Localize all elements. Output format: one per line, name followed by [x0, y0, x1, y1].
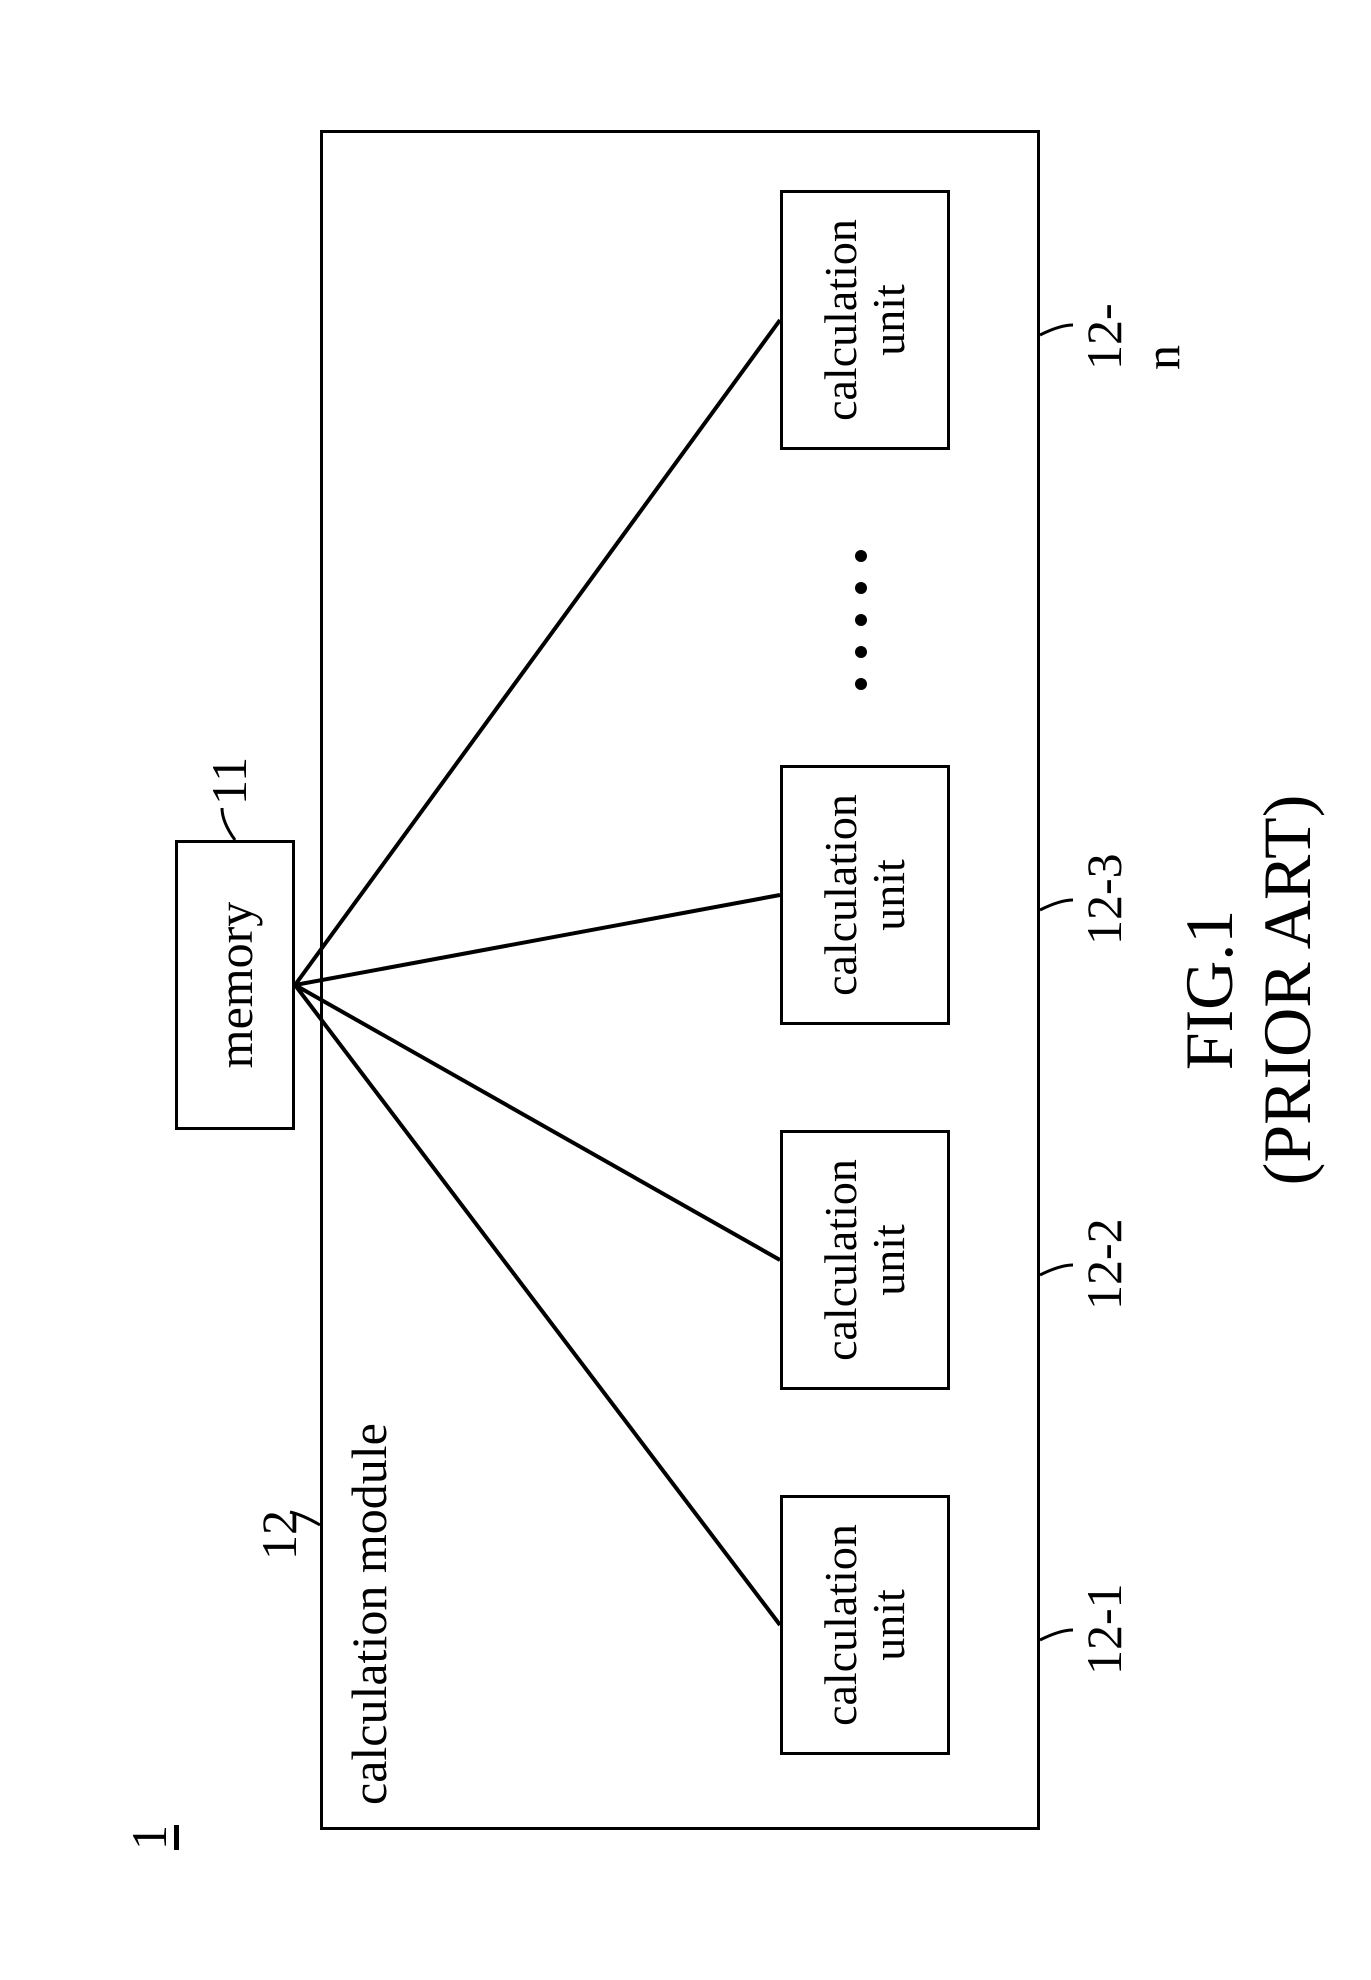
figure-ref-text: 1: [121, 1825, 177, 1850]
caption-line2: (PRIOR ART): [1248, 0, 1326, 1980]
unit-3-box: calculation unit: [780, 765, 950, 1025]
caption-line1: FIG.1: [1170, 0, 1248, 1980]
unit-2-box: calculation unit: [780, 1130, 950, 1390]
leader-12-2: [1040, 1265, 1073, 1275]
unit-3-line2: unit: [865, 859, 913, 931]
unit-3-line1: calculation: [817, 794, 865, 996]
dot: [855, 550, 867, 562]
unit-3-ref: 12-3: [1075, 853, 1133, 945]
leader-12-3: [1040, 900, 1073, 910]
leader-12-n: [1040, 325, 1073, 335]
module-label: calculation module: [340, 1423, 398, 1805]
memory-box: memory: [175, 840, 295, 1130]
unit-2-line1: calculation: [817, 1159, 865, 1361]
unit-1-line2: unit: [865, 1589, 913, 1661]
unit-n-box: calculation unit: [780, 190, 950, 450]
dot: [855, 646, 867, 658]
unit-n-line2: unit: [865, 284, 913, 356]
dot: [855, 678, 867, 690]
dot: [855, 582, 867, 594]
unit-2-line2: unit: [865, 1224, 913, 1296]
memory-label: memory: [206, 902, 264, 1069]
figure-caption: FIG.1 (PRIOR ART): [1170, 0, 1326, 1980]
unit-2-ref: 12-2: [1075, 1218, 1133, 1310]
ellipsis-dots: [855, 550, 867, 690]
module-ref: 12: [250, 1510, 308, 1560]
unit-n-line1: calculation: [817, 219, 865, 421]
diagram-canvas: 1 memory 11 calculation module 12 calcul…: [0, 609, 1371, 1980]
leader-11: [222, 808, 235, 840]
memory-ref: 11: [200, 757, 258, 805]
figure-ref-number: 1: [120, 1825, 178, 1850]
unit-1-ref: 12-1: [1075, 1583, 1133, 1675]
dot: [855, 614, 867, 626]
unit-1-line1: calculation: [817, 1524, 865, 1726]
leader-12-1: [1040, 1630, 1073, 1640]
unit-1-box: calculation unit: [780, 1495, 950, 1755]
